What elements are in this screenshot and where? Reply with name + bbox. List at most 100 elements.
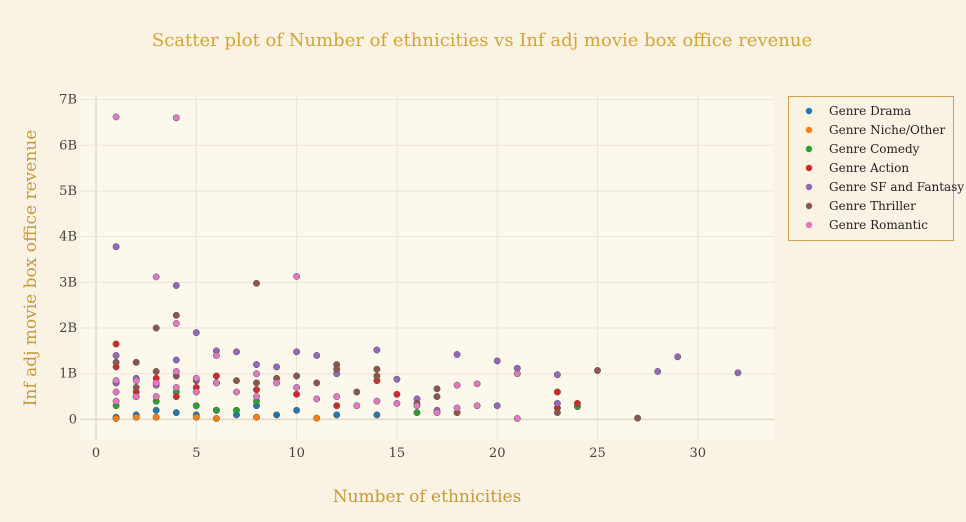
data-point[interactable] [152, 324, 160, 332]
data-point[interactable] [172, 393, 180, 401]
data-point[interactable] [253, 279, 260, 287]
data-point[interactable] [333, 365, 341, 373]
data-point[interactable] [393, 399, 401, 407]
data-point[interactable] [233, 406, 240, 414]
data-point[interactable] [112, 397, 120, 405]
data-point[interactable] [132, 393, 140, 401]
data-point[interactable] [192, 402, 200, 410]
data-point[interactable] [473, 380, 481, 388]
data-point[interactable] [253, 393, 260, 401]
data-point[interactable] [573, 399, 581, 407]
data-point[interactable] [172, 409, 180, 417]
data-point[interactable] [393, 375, 401, 383]
data-point[interactable] [112, 352, 120, 359]
data-point[interactable] [273, 411, 281, 419]
data-point[interactable] [112, 415, 120, 422]
data-point[interactable] [293, 406, 301, 414]
data-point[interactable] [553, 399, 561, 407]
data-point[interactable] [233, 377, 240, 385]
data-point[interactable] [212, 372, 220, 380]
data-point[interactable] [273, 379, 281, 387]
data-point[interactable] [333, 402, 341, 410]
data-point[interactable] [112, 243, 120, 251]
data-point[interactable] [473, 402, 481, 410]
data-point[interactable] [313, 414, 321, 422]
data-point[interactable] [493, 357, 501, 365]
legend-item[interactable]: Genre Romantic [805, 218, 928, 232]
legend-item[interactable]: Genre Action [805, 161, 910, 175]
data-point[interactable] [553, 388, 561, 396]
data-point[interactable] [433, 409, 441, 417]
data-point[interactable] [413, 402, 421, 410]
legend-item[interactable]: Genre Drama [805, 104, 911, 118]
data-point[interactable] [233, 388, 240, 396]
data-point[interactable] [333, 393, 341, 401]
data-point[interactable] [654, 368, 662, 375]
data-point[interactable] [112, 113, 120, 121]
data-point[interactable] [353, 388, 361, 396]
data-point[interactable] [293, 390, 301, 398]
data-point[interactable] [293, 384, 301, 391]
data-point[interactable] [373, 397, 381, 405]
data-point[interactable] [553, 371, 561, 379]
legend-item[interactable]: Genre Comedy [805, 142, 920, 156]
data-point[interactable] [172, 368, 180, 375]
data-point[interactable] [253, 413, 260, 421]
data-point[interactable] [293, 348, 301, 356]
data-point[interactable] [513, 415, 521, 422]
data-point[interactable] [152, 368, 160, 375]
data-point[interactable] [152, 393, 160, 401]
data-point[interactable] [192, 329, 200, 337]
data-point[interactable] [192, 374, 200, 382]
data-point[interactable] [513, 370, 521, 378]
legend-item[interactable]: Genre SF and Fantasy [805, 180, 965, 194]
data-point[interactable] [192, 413, 200, 421]
legend-item[interactable]: Genre Thriller [805, 199, 916, 213]
data-point[interactable] [674, 353, 682, 361]
data-point[interactable] [212, 379, 220, 387]
data-point[interactable] [433, 385, 441, 393]
data-point[interactable] [594, 367, 601, 374]
data-point[interactable] [132, 358, 140, 366]
data-point[interactable] [172, 356, 180, 364]
data-point[interactable] [112, 377, 120, 385]
data-point[interactable] [132, 413, 140, 421]
data-point[interactable] [172, 282, 180, 289]
data-point[interactable] [253, 370, 260, 378]
data-point[interactable] [212, 406, 220, 414]
data-point[interactable] [172, 320, 180, 327]
data-point[interactable] [313, 352, 321, 359]
data-point[interactable] [453, 381, 461, 389]
data-point[interactable] [353, 402, 361, 410]
data-point[interactable] [172, 114, 180, 122]
data-point[interactable] [172, 384, 180, 391]
data-point[interactable] [634, 414, 642, 422]
data-point[interactable] [152, 379, 160, 387]
data-point[interactable] [233, 348, 240, 356]
legend[interactable]: Genre Drama Genre Niche/Other Genre Comedy… [788, 96, 965, 241]
data-point[interactable] [253, 379, 260, 387]
data-point[interactable] [212, 415, 220, 422]
data-point[interactable] [253, 361, 260, 369]
data-point[interactable] [453, 404, 461, 412]
data-point[interactable] [313, 395, 321, 403]
data-point[interactable] [333, 411, 341, 419]
data-point[interactable] [212, 352, 220, 359]
data-point[interactable] [152, 273, 160, 281]
data-point[interactable] [373, 411, 381, 419]
data-point[interactable] [192, 388, 200, 396]
data-point[interactable] [293, 272, 301, 280]
data-point[interactable] [433, 393, 441, 401]
data-point[interactable] [152, 406, 160, 414]
data-point[interactable] [132, 377, 140, 385]
data-point[interactable] [172, 311, 180, 319]
data-point[interactable] [313, 379, 321, 387]
data-point[interactable] [112, 388, 120, 396]
data-point[interactable] [293, 372, 301, 380]
data-point[interactable] [413, 409, 421, 417]
legend-item[interactable]: Genre Niche/Other [805, 123, 946, 137]
data-point[interactable] [373, 365, 381, 373]
data-point[interactable] [734, 369, 742, 377]
data-point[interactable] [253, 386, 260, 394]
data-point[interactable] [493, 402, 501, 410]
